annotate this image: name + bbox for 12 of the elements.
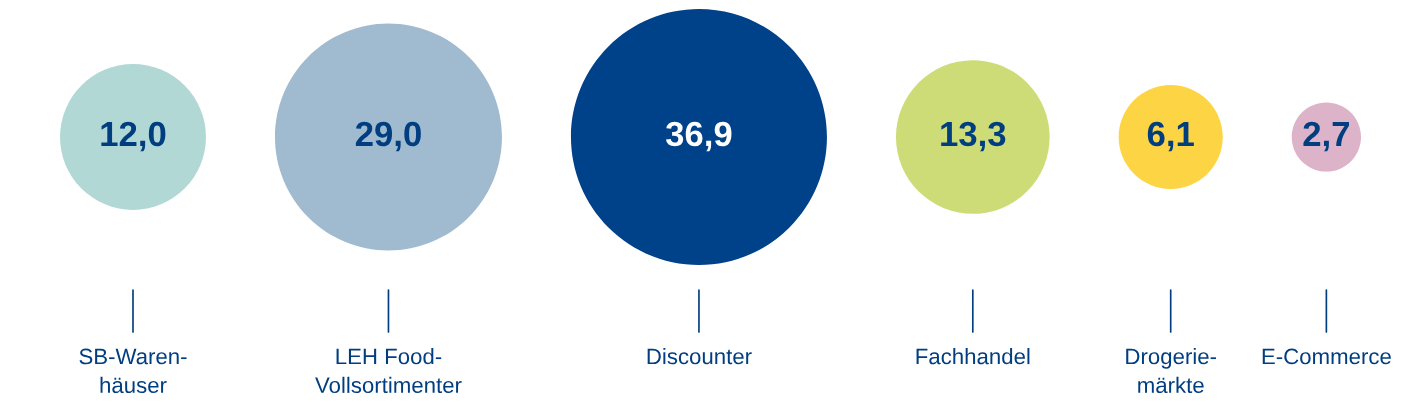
data-label: 12,0	[101, 121, 166, 152]
category-label: E-Commerce	[1262, 348, 1391, 365]
data-label: 29,0	[355, 121, 421, 152]
category-label: SB-Waren- häuser	[79, 348, 187, 394]
data-label: 6,1	[1147, 121, 1194, 152]
category-label: Discounter	[647, 348, 752, 365]
data-label: 36,9	[665, 121, 732, 152]
category-label: Fachhandel	[916, 348, 1030, 365]
data-label: 13,3	[941, 121, 1006, 152]
data-label: 2,7	[1303, 121, 1349, 152]
category-label: LEH Food- Vollsortimenter	[315, 348, 462, 394]
category-label: Drogerie- märkte	[1126, 348, 1217, 394]
